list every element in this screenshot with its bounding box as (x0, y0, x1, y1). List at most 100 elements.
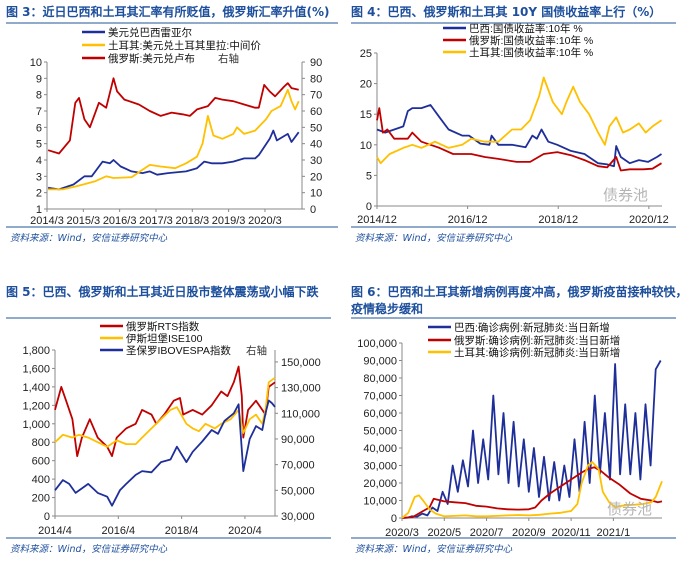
y-tick-label: 5 (366, 170, 372, 182)
series-line-3 (401, 461, 663, 519)
legend-label: 伊斯坦堡ISE100 (126, 332, 203, 345)
series-line-2 (401, 466, 663, 519)
x-tick-label: 2016/12 (448, 214, 488, 226)
legend-label: 俄罗斯RTS指数 (126, 320, 200, 333)
legend-label: 圣保罗IBOVESPA指数 (126, 344, 231, 357)
figure-4-chart: 0 5 10 15 20 25 2014/12 2016/12 2018/12 2020/12 巴西… (357, 22, 669, 226)
y-tick-label: 3 (36, 171, 42, 183)
figure-5-title: 图 5：巴西、俄罗斯和土耳其近日股市整体震荡或小幅下跌 (6, 285, 319, 299)
legend-label: 美元兑巴西雷亚尔 (108, 26, 192, 39)
y-tick-label: 1,400 (22, 382, 50, 394)
watermark: 债券池 (607, 500, 653, 518)
y-tick-label: 600 (32, 456, 50, 468)
x-tick-label: 2014/12 (357, 214, 397, 226)
series-line-2 (54, 376, 276, 448)
x-tick-label: 2020/12 (629, 214, 669, 226)
series-line-1 (376, 104, 662, 168)
x-tick-label: 2020/9 (512, 527, 546, 539)
x-tick-label: 2021/1 (597, 527, 631, 539)
y-tick-label: 70,000 (363, 391, 397, 403)
y-tick-label: 5 (36, 139, 42, 151)
x-tick-label: 2018/12 (538, 214, 578, 226)
y2-tick-label: 130,000 (281, 383, 321, 395)
x-tick-label: 2018/3 (175, 215, 209, 227)
x-tick-label: 2014/4 (38, 525, 72, 537)
y-tick-label: 10 (30, 57, 42, 69)
y2-tick-label: 110,000 (281, 408, 320, 420)
x-tick-label: 2020/3 (385, 527, 419, 539)
y-tick-label: 0 (44, 511, 50, 523)
y-tick-label: 100,000 (357, 338, 397, 350)
series-line-2 (376, 107, 662, 172)
y-tick-label: 800 (32, 437, 50, 449)
y-tick-label: 400 (32, 474, 50, 486)
figure-3-title: 图 3：近日巴西和土耳其汇率有所贬值，俄罗斯汇率升值(%) (6, 5, 330, 19)
x-tick-label: 2015/3 (66, 215, 100, 227)
figure-3-chart: 1 2 3 4 5 6 7 8 9 10 0 10 20 30 40 50 60 70 80 90 2014/3 2015… (30, 26, 323, 227)
y-tick-label: 0 (366, 201, 372, 213)
y-tick-label: 80,000 (363, 373, 397, 385)
x-tick-label: 2020/5 (427, 527, 461, 539)
legend-label: 土耳其:确诊病例:新冠肺炎:当日新增 (454, 346, 620, 359)
series-line-1 (401, 360, 662, 519)
y-tick-label: 20,000 (363, 478, 397, 490)
y-tick-label: 10,000 (363, 496, 397, 508)
figure-4-panel: 图 4：巴西、俄罗斯和土耳其 10Y 国债收益率上行（%） 0 5 10 15 20 25… (345, 0, 691, 250)
right-axis-note: 右轴 (246, 344, 267, 357)
y2-tick-label: 20 (310, 171, 322, 183)
y2-tick-label: 40 (310, 139, 322, 151)
source-note: 资料来源：Wind，安信证券研究中心 (355, 233, 513, 244)
figure-5-panel: 图 5：巴西、俄罗斯和土耳其近日股市整体震荡或小幅下跌 0 200 400 600 80… (0, 280, 345, 568)
y-tick-label: 9 (36, 73, 42, 85)
y2-tick-label: 0 (310, 204, 316, 216)
y-tick-label: 1,600 (22, 363, 50, 375)
legend-label: 土耳其:国债收益率:10年 % (469, 46, 593, 59)
y2-tick-label: 50,000 (281, 485, 315, 497)
series-line-1 (47, 129, 300, 191)
figure-4-title: 图 4：巴西、俄罗斯和土耳其 10Y 国债收益率上行（%） (351, 5, 662, 19)
figure-6-title: 图 6：巴西和土耳其新增病例再度冲高，俄罗斯疫苗接种较快， (351, 285, 688, 299)
y-tick-label: 50,000 (363, 426, 397, 438)
figure-5-chart: 0 200 400 600 800 1,000 1,200 1,400 1,600 1,800 30… (22, 320, 321, 537)
title-divider (351, 317, 676, 319)
legend-label: 俄罗斯:国债收益率:10年 % (469, 34, 593, 47)
y-tick-label: 1 (36, 204, 42, 216)
y2-tick-label: 10 (310, 188, 322, 200)
legend-label: 俄罗斯:确诊病例:新冠肺炎:当日新增 (454, 334, 620, 347)
x-tick-label: 2020/4 (228, 525, 262, 537)
y-tick-label: 20 (360, 79, 372, 91)
source-note: 资料来源：Wind，安信证券研究中心 (355, 544, 513, 555)
watermark: 债券池 (603, 186, 649, 204)
series-line-2 (48, 88, 300, 191)
x-tick-label: 2016/3 (103, 215, 137, 227)
series-line-3 (54, 399, 276, 507)
y2-tick-label: 30 (310, 155, 322, 167)
y-tick-label: 7 (36, 106, 42, 118)
right-axis-note: 右轴 (218, 52, 239, 65)
y-tick-label: 10 (360, 140, 372, 152)
source-note: 资料来源：Wind，安信证券研究中心 (10, 544, 168, 555)
y2-tick-label: 30,000 (281, 511, 315, 523)
y2-tick-label: 80 (310, 73, 322, 85)
y2-tick-label: 150,000 (281, 357, 321, 369)
legend-label: 巴西:国债收益率:10年 % (469, 22, 583, 35)
x-tick-label: 2019/3 (212, 215, 246, 227)
series-line-3 (376, 76, 663, 165)
x-tick-label: 2020/11 (552, 527, 591, 539)
x-tick-label: 2020/3 (248, 215, 282, 227)
legend-label: 土耳其:美元兑土耳其里拉:中间价 (108, 39, 261, 52)
x-tick-label: 2020/7 (470, 527, 504, 539)
y-tick-label: 40,000 (363, 443, 397, 455)
y-tick-label: 6 (36, 122, 42, 134)
y-tick-label: 25 (360, 48, 372, 60)
y-tick-label: 15 (360, 109, 372, 121)
y-tick-label: 8 (36, 90, 42, 102)
figure-6-chart: 0 10,000 20,000 30,000 40,000 50,000 60,000 70,… (357, 321, 663, 539)
y-tick-label: 0 (391, 513, 397, 525)
y-tick-label: 200 (32, 493, 50, 505)
source-divider (351, 537, 676, 539)
legend-label: 巴西:确诊病例:新冠肺炎:当日新增 (454, 321, 610, 334)
x-tick-label: 2016/4 (101, 525, 135, 537)
y2-tick-label: 60 (310, 106, 322, 118)
y2-tick-label: 90 (310, 57, 322, 69)
